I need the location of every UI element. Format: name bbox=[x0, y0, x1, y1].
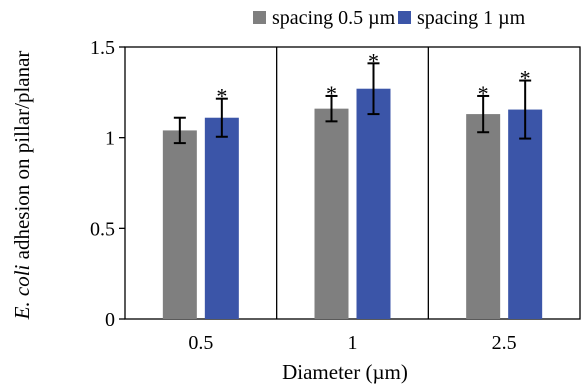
y-tick-label: 0.5 bbox=[90, 218, 115, 240]
significance-marker: * bbox=[478, 81, 489, 106]
y-axis-title: E. coli adhesion on pillar/planar bbox=[10, 51, 34, 321]
x-axis-title: Diameter (µm) bbox=[282, 360, 408, 384]
legend-label: spacing 1 µm bbox=[417, 7, 526, 29]
significance-marker: * bbox=[326, 81, 337, 106]
plot-frame bbox=[124, 46, 581, 320]
y-axis-title-rest: adhesion on pillar/planar bbox=[10, 51, 34, 265]
y-axis-title-italic: E. coli bbox=[10, 264, 34, 320]
bar bbox=[204, 117, 239, 319]
bar bbox=[508, 109, 543, 319]
plot-area: 0 0.5 1 1.5 0.5 1 2.5 * * * * * bbox=[90, 37, 581, 354]
y-tick-label: 0 bbox=[105, 309, 115, 331]
legend-swatch bbox=[398, 11, 411, 24]
significance-marker: * bbox=[368, 48, 379, 73]
legend-label: spacing 0.5 µm bbox=[272, 7, 396, 29]
bar bbox=[162, 130, 197, 319]
legend-swatch bbox=[253, 11, 266, 24]
y-tick-label: 1 bbox=[105, 128, 115, 150]
bar bbox=[314, 108, 349, 319]
significance-marker: * bbox=[520, 66, 531, 91]
x-tick-label: 0.5 bbox=[188, 332, 213, 354]
x-tick-label: 1 bbox=[348, 332, 358, 354]
bar bbox=[466, 114, 501, 320]
bar bbox=[356, 88, 391, 319]
x-tick-label: 2.5 bbox=[492, 332, 517, 354]
y-tick-label: 1.5 bbox=[90, 37, 115, 59]
significance-marker: * bbox=[216, 84, 227, 109]
legend: spacing 0.5 µm spacing 1 µm bbox=[253, 7, 526, 29]
